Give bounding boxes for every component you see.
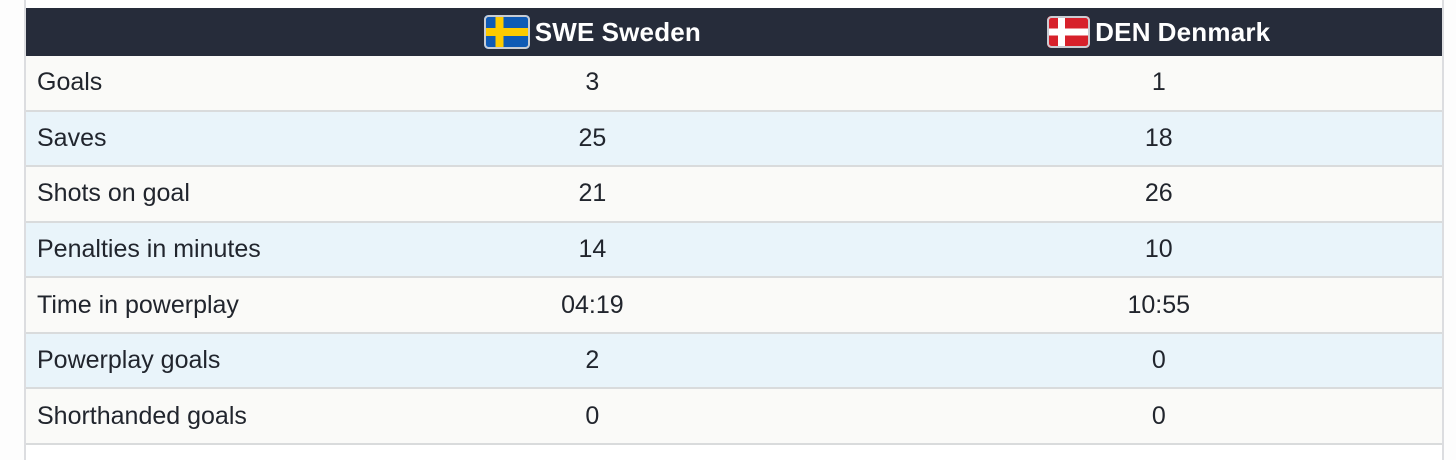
team-name-denmark: Denmark [1157,16,1271,47]
table-row: Shorthanded goals 0 0 [26,389,1442,445]
stats-rows: Goals 3 1 Saves 25 18 Shots on goal 21 2… [26,56,1442,445]
team-name-sweden: Sweden [601,16,702,47]
stat-value-sweden: 04:19 [561,290,624,319]
stat-label: Saves [37,123,107,152]
flag-sweden-icon [483,15,530,49]
stat-label: Powerplay goals [37,346,221,375]
stat-label: Penalties in minutes [37,234,261,263]
team-code-sweden: SWE [534,16,595,47]
stat-value-sweden: 3 [585,68,600,97]
stat-value-denmark: 1 [1151,68,1166,97]
table-row: Shots on goal 21 26 [26,167,1442,223]
team-code-denmark: DEN [1095,16,1151,47]
stat-value-sweden: 2 [585,346,600,375]
stat-value-denmark: 18 [1144,123,1173,152]
team-header-denmark: DEN Denmark [876,16,1442,48]
stat-value-denmark: 0 [1151,346,1166,375]
stat-label: Shorthanded goals [37,401,247,430]
table-row: Penalties in minutes 14 10 [26,222,1442,279]
stat-value-sweden: 21 [578,179,607,208]
stat-value-denmark: 26 [1144,179,1173,208]
match-stats-panel: SWE Sweden DEN Denmark Goals 3 [24,0,1444,460]
match-stats-table: SWE Sweden DEN Denmark Goals 3 [26,8,1442,445]
stat-label: Goals [37,68,103,97]
team-header-sweden: SWE Sweden [309,15,875,49]
table-row: Goals 3 1 [26,56,1442,112]
stat-value-denmark: 10 [1144,234,1173,263]
stat-value-sweden: 25 [578,123,607,152]
stat-value-sweden: 14 [578,234,607,263]
table-row: Powerplay goals 2 0 [26,333,1442,390]
stats-table-header: SWE Sweden DEN Denmark [26,8,1442,56]
stat-label: Time in powerplay [37,290,239,319]
stat-value-denmark: 10:55 [1127,290,1191,319]
stat-value-denmark: 0 [1151,401,1166,430]
stat-value-sweden: 0 [585,401,600,430]
stat-label: Shots on goal [37,179,190,208]
table-row: Saves 25 18 [26,111,1442,168]
flag-denmark-icon [1047,16,1091,48]
table-row: Time in powerplay 04:19 10:55 [26,278,1442,334]
